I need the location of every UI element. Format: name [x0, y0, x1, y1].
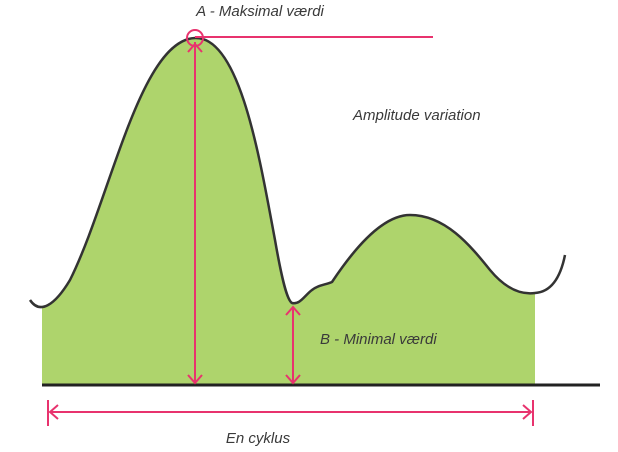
max-label: A - Maksimal værdi: [195, 3, 324, 20]
min-label: B - Minimal værdi: [320, 331, 437, 348]
wave: [28, 36, 567, 309]
markers: [47, 29, 534, 426]
amplitude-label: Amplitude variation: [352, 107, 481, 124]
area: [42, 37, 535, 385]
cycle-label: En cyklus: [226, 430, 291, 447]
